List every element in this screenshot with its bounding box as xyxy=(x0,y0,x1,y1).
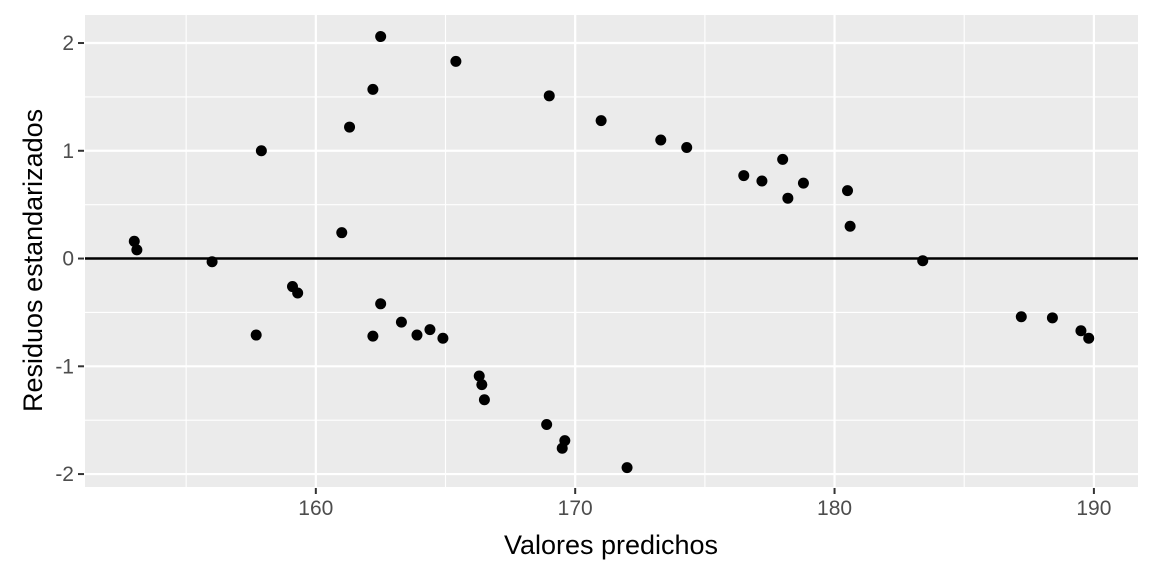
data-point xyxy=(375,298,387,310)
data-point xyxy=(367,330,379,342)
data-point xyxy=(655,134,667,146)
data-point xyxy=(131,244,143,256)
data-point xyxy=(543,90,555,102)
data-point xyxy=(128,235,140,247)
data-point xyxy=(621,462,633,474)
data-point xyxy=(559,435,571,447)
data-point xyxy=(1075,325,1087,337)
x-tick-label: 160 xyxy=(298,497,333,520)
y-tick-label: 2 xyxy=(62,32,74,55)
data-point xyxy=(595,115,607,127)
data-point xyxy=(437,332,449,344)
x-tick-label: 180 xyxy=(817,497,852,520)
data-point xyxy=(411,329,423,341)
data-point xyxy=(206,256,218,268)
plot-panel xyxy=(85,15,1138,487)
data-point xyxy=(424,324,436,336)
data-point xyxy=(478,394,490,406)
data-point xyxy=(756,175,768,187)
data-point xyxy=(777,153,789,165)
data-point xyxy=(782,192,794,204)
data-point xyxy=(797,177,809,189)
data-point xyxy=(476,379,488,391)
data-point xyxy=(336,227,348,239)
data-point xyxy=(681,142,693,154)
data-point xyxy=(375,31,387,43)
x-tick-label: 170 xyxy=(558,497,593,520)
data-point xyxy=(367,83,379,95)
data-point xyxy=(450,55,462,67)
data-point xyxy=(255,145,267,157)
y-tick-label: -1 xyxy=(55,355,74,378)
data-point xyxy=(844,220,856,232)
data-point xyxy=(917,255,929,267)
data-point xyxy=(395,316,407,328)
data-point xyxy=(292,287,304,299)
data-point xyxy=(250,329,262,341)
data-point xyxy=(473,370,485,382)
y-tick-label: 1 xyxy=(62,140,74,163)
y-tick-label: 0 xyxy=(62,248,74,271)
data-point xyxy=(541,418,553,430)
data-point xyxy=(1046,312,1058,324)
x-axis-title: Valores predichos xyxy=(503,530,719,560)
data-point xyxy=(1015,311,1027,323)
x-tick-label: 190 xyxy=(1076,497,1111,520)
data-point xyxy=(738,170,750,182)
data-point xyxy=(842,185,854,197)
data-point xyxy=(344,121,356,133)
data-point xyxy=(1083,332,1095,344)
y-tick-label: -2 xyxy=(55,463,74,486)
